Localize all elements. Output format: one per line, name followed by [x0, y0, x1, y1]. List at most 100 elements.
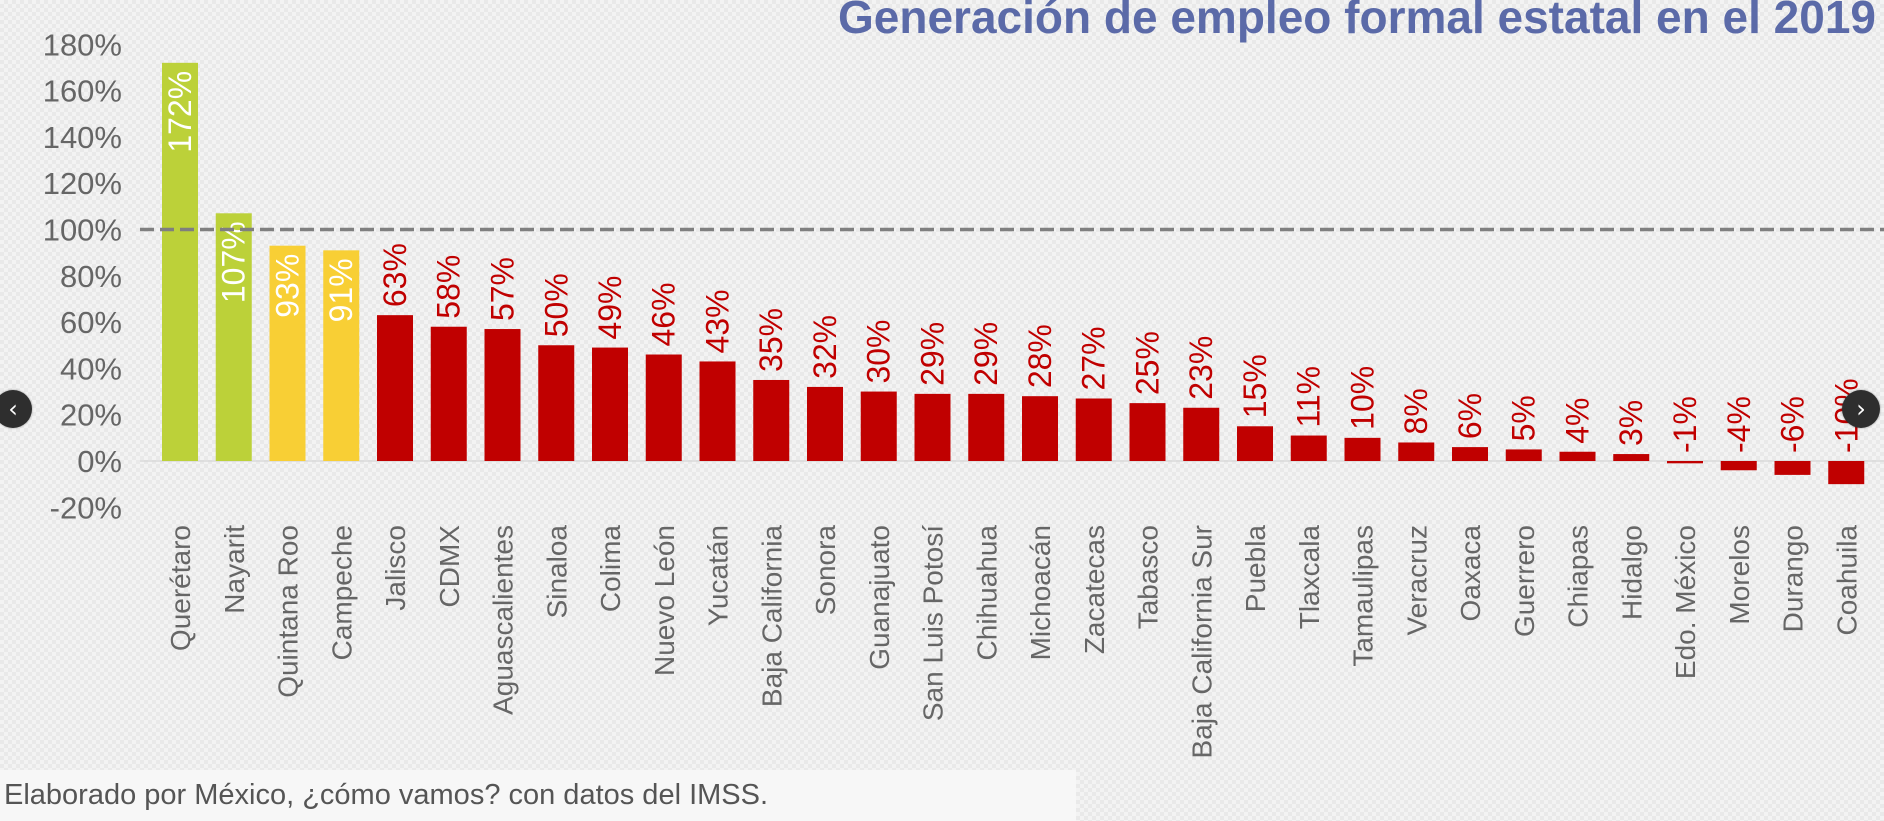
y-tick-label: 120% — [43, 166, 122, 201]
bar-chiapas — [1559, 451, 1596, 461]
x-tick-label: Yucatán — [703, 525, 734, 626]
bar-nuevo-le-n — [645, 354, 682, 461]
y-tick-label: 0% — [77, 444, 122, 479]
bar-jalisco — [377, 315, 413, 461]
data-label: 32% — [807, 315, 843, 379]
x-tick-label: Nuevo León — [649, 525, 680, 676]
bar-oaxaca — [1452, 447, 1488, 461]
data-label: 4% — [1560, 397, 1596, 443]
x-tick-label: Oaxaca — [1455, 525, 1486, 622]
bar-campeche — [323, 250, 360, 461]
data-label: 58% — [431, 255, 467, 319]
data-label: 107% — [216, 221, 252, 303]
next-arrow-icon[interactable]: › — [1842, 390, 1880, 428]
bar-cdmx — [430, 326, 467, 461]
x-tick-label: Aguascalientes — [488, 525, 519, 715]
y-tick-label: 160% — [43, 74, 122, 109]
data-label: -6% — [1775, 396, 1811, 453]
x-tick-label: Tabasco — [1133, 525, 1164, 629]
bar-sonora — [807, 386, 843, 461]
x-tick-label: Coahuila — [1831, 525, 1862, 636]
data-label: 43% — [700, 289, 736, 353]
bar-zacatecas — [1075, 398, 1112, 461]
x-tick-label: Colima — [595, 525, 626, 613]
data-label: 29% — [915, 322, 951, 386]
x-tick-label: Zacatecas — [1079, 525, 1110, 654]
x-tick-label: Tlaxcala — [1294, 525, 1325, 630]
bar-baja-california — [753, 379, 790, 461]
data-label: 28% — [1022, 324, 1058, 388]
y-tick-label: 60% — [60, 305, 122, 340]
x-tick-label: CDMX — [434, 525, 465, 608]
bar-quer-taro — [162, 62, 198, 461]
x-tick-label: Baja California — [756, 525, 787, 708]
data-label: 27% — [1076, 326, 1112, 390]
bar-baja-california-sur — [1183, 407, 1220, 461]
x-tick-label: Nayarit — [219, 525, 250, 614]
bar-aguascalientes — [484, 329, 521, 461]
source-note: Elaborado por México, ¿cómo vamos? con d… — [0, 770, 1076, 821]
chart-title: Generación de empleo formal estatal en e… — [838, 0, 1876, 43]
bar-guanajuato — [860, 391, 897, 461]
data-label: 5% — [1506, 395, 1542, 441]
x-tick-label: Morelos — [1724, 525, 1755, 625]
x-tick-label: Querétaro — [165, 525, 196, 651]
bar-nayarit — [215, 213, 252, 461]
data-label: 3% — [1613, 400, 1649, 446]
x-tick-label: Sinaloa — [541, 525, 572, 619]
data-label: 35% — [753, 308, 789, 372]
x-tick-label: Chihuahua — [971, 525, 1002, 661]
x-tick-label: Tamaulipas — [1348, 525, 1379, 667]
y-tick-label: 20% — [60, 398, 122, 433]
bar-san-luis-potos- — [914, 393, 951, 461]
x-tick-label: Sonora — [810, 525, 841, 616]
data-label: 11% — [1291, 366, 1327, 428]
data-label: 10% — [1345, 366, 1381, 430]
bar-tabasco — [1129, 403, 1166, 461]
bar-yucat-n — [699, 361, 736, 461]
data-label: 8% — [1398, 388, 1434, 434]
y-tick-label: 180% — [43, 27, 122, 62]
x-tick-label: Durango — [1778, 525, 1809, 632]
x-tick-label: Chiapas — [1563, 525, 1594, 628]
data-label: -1% — [1667, 396, 1703, 453]
y-tick-label: 140% — [43, 120, 122, 155]
bar-coahuila — [1828, 461, 1865, 485]
x-tick-label: Campeche — [326, 525, 357, 660]
data-label: 29% — [968, 322, 1004, 386]
bar-labels: 172% 107% 93% 91% 63% 58% 57% 50% 49% 46% 43% 35% 32… — [140, 71, 1884, 453]
data-label: 15% — [1237, 354, 1273, 418]
source-text: Elaborado por México, ¿cómo vamos? con d… — [4, 779, 769, 811]
bar-morelos — [1720, 461, 1757, 471]
x-tick-label: Edo. México — [1670, 525, 1701, 679]
data-label: 93% — [270, 254, 306, 318]
y-tick-label: -20% — [50, 490, 122, 525]
y-tick-label: 100% — [43, 213, 122, 248]
data-label: 63% — [377, 243, 413, 307]
x-tick-label: Veracruz — [1401, 525, 1432, 636]
data-label: 23% — [1183, 336, 1219, 400]
bar-hidalgo — [1613, 454, 1650, 461]
bar-durango — [1774, 461, 1811, 475]
x-axis: Querétaro Nayarit Quintana Roo Campeche Jali… — [165, 525, 1862, 759]
x-tick-label: Guerrero — [1509, 525, 1540, 637]
x-tick-label: Hidalgo — [1616, 525, 1647, 620]
x-tick-label: Jalisco — [380, 525, 411, 611]
x-tick-label: Baja California Sur — [1186, 525, 1217, 758]
data-label: 172% — [162, 71, 198, 153]
bar-quintana-roo — [269, 245, 306, 461]
data-label: 57% — [485, 257, 521, 321]
bar-chihuahua — [968, 393, 1005, 461]
prev-arrow-icon[interactable]: ‹ — [0, 390, 32, 428]
bar-colima — [592, 347, 628, 461]
data-label: 91% — [323, 258, 359, 322]
bar-puebla — [1237, 426, 1273, 461]
bar-veracruz — [1398, 442, 1435, 461]
data-label: 46% — [646, 282, 682, 346]
bar-tlaxcala — [1290, 435, 1327, 461]
data-label: 25% — [1130, 331, 1166, 395]
data-label: 6% — [1452, 393, 1488, 439]
y-tick-label: 80% — [60, 259, 122, 294]
chart: Generación de empleo formal estatal en e… — [43, 0, 1884, 759]
data-label: 49% — [592, 276, 628, 340]
